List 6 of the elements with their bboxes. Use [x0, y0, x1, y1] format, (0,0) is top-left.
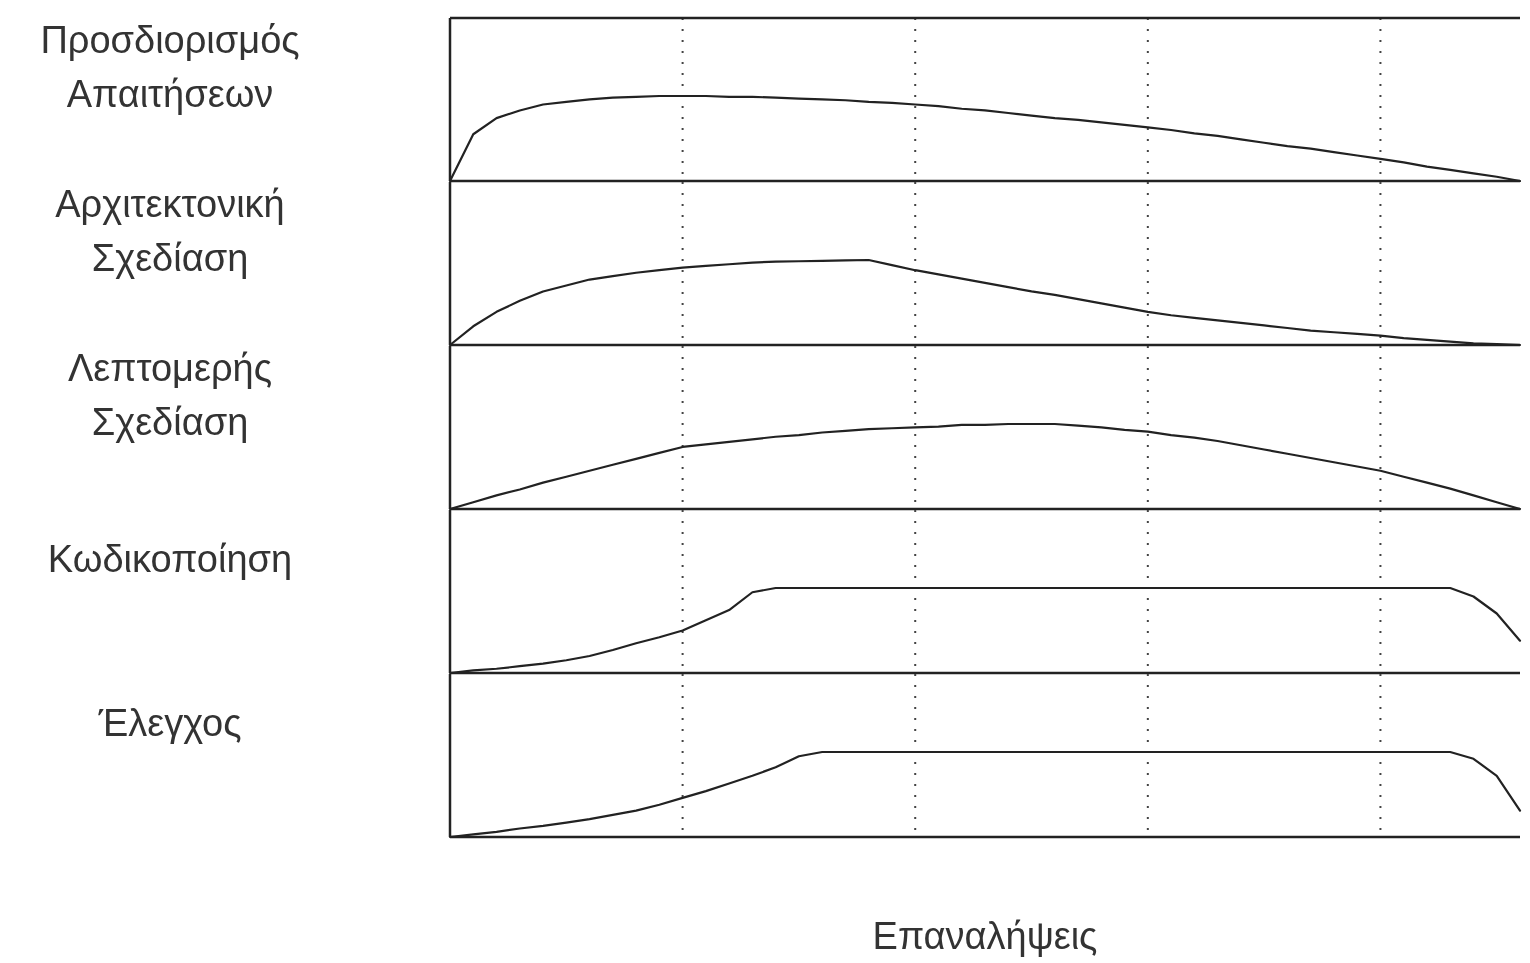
y-axis-title: Αρχιτεκτονική Σχεδίαση [55, 183, 285, 279]
y-axis-title: Λεπτομερής Σχεδίαση [67, 347, 273, 443]
y-axis-title: Έλεγχος [97, 702, 242, 744]
y-axis-title: Προσδιορισμός Απαιτήσεων [40, 19, 300, 115]
y-axis-title: Κωδικοποίηση [47, 538, 293, 580]
x-axis-title: Επαναλήψεις [872, 915, 1098, 957]
